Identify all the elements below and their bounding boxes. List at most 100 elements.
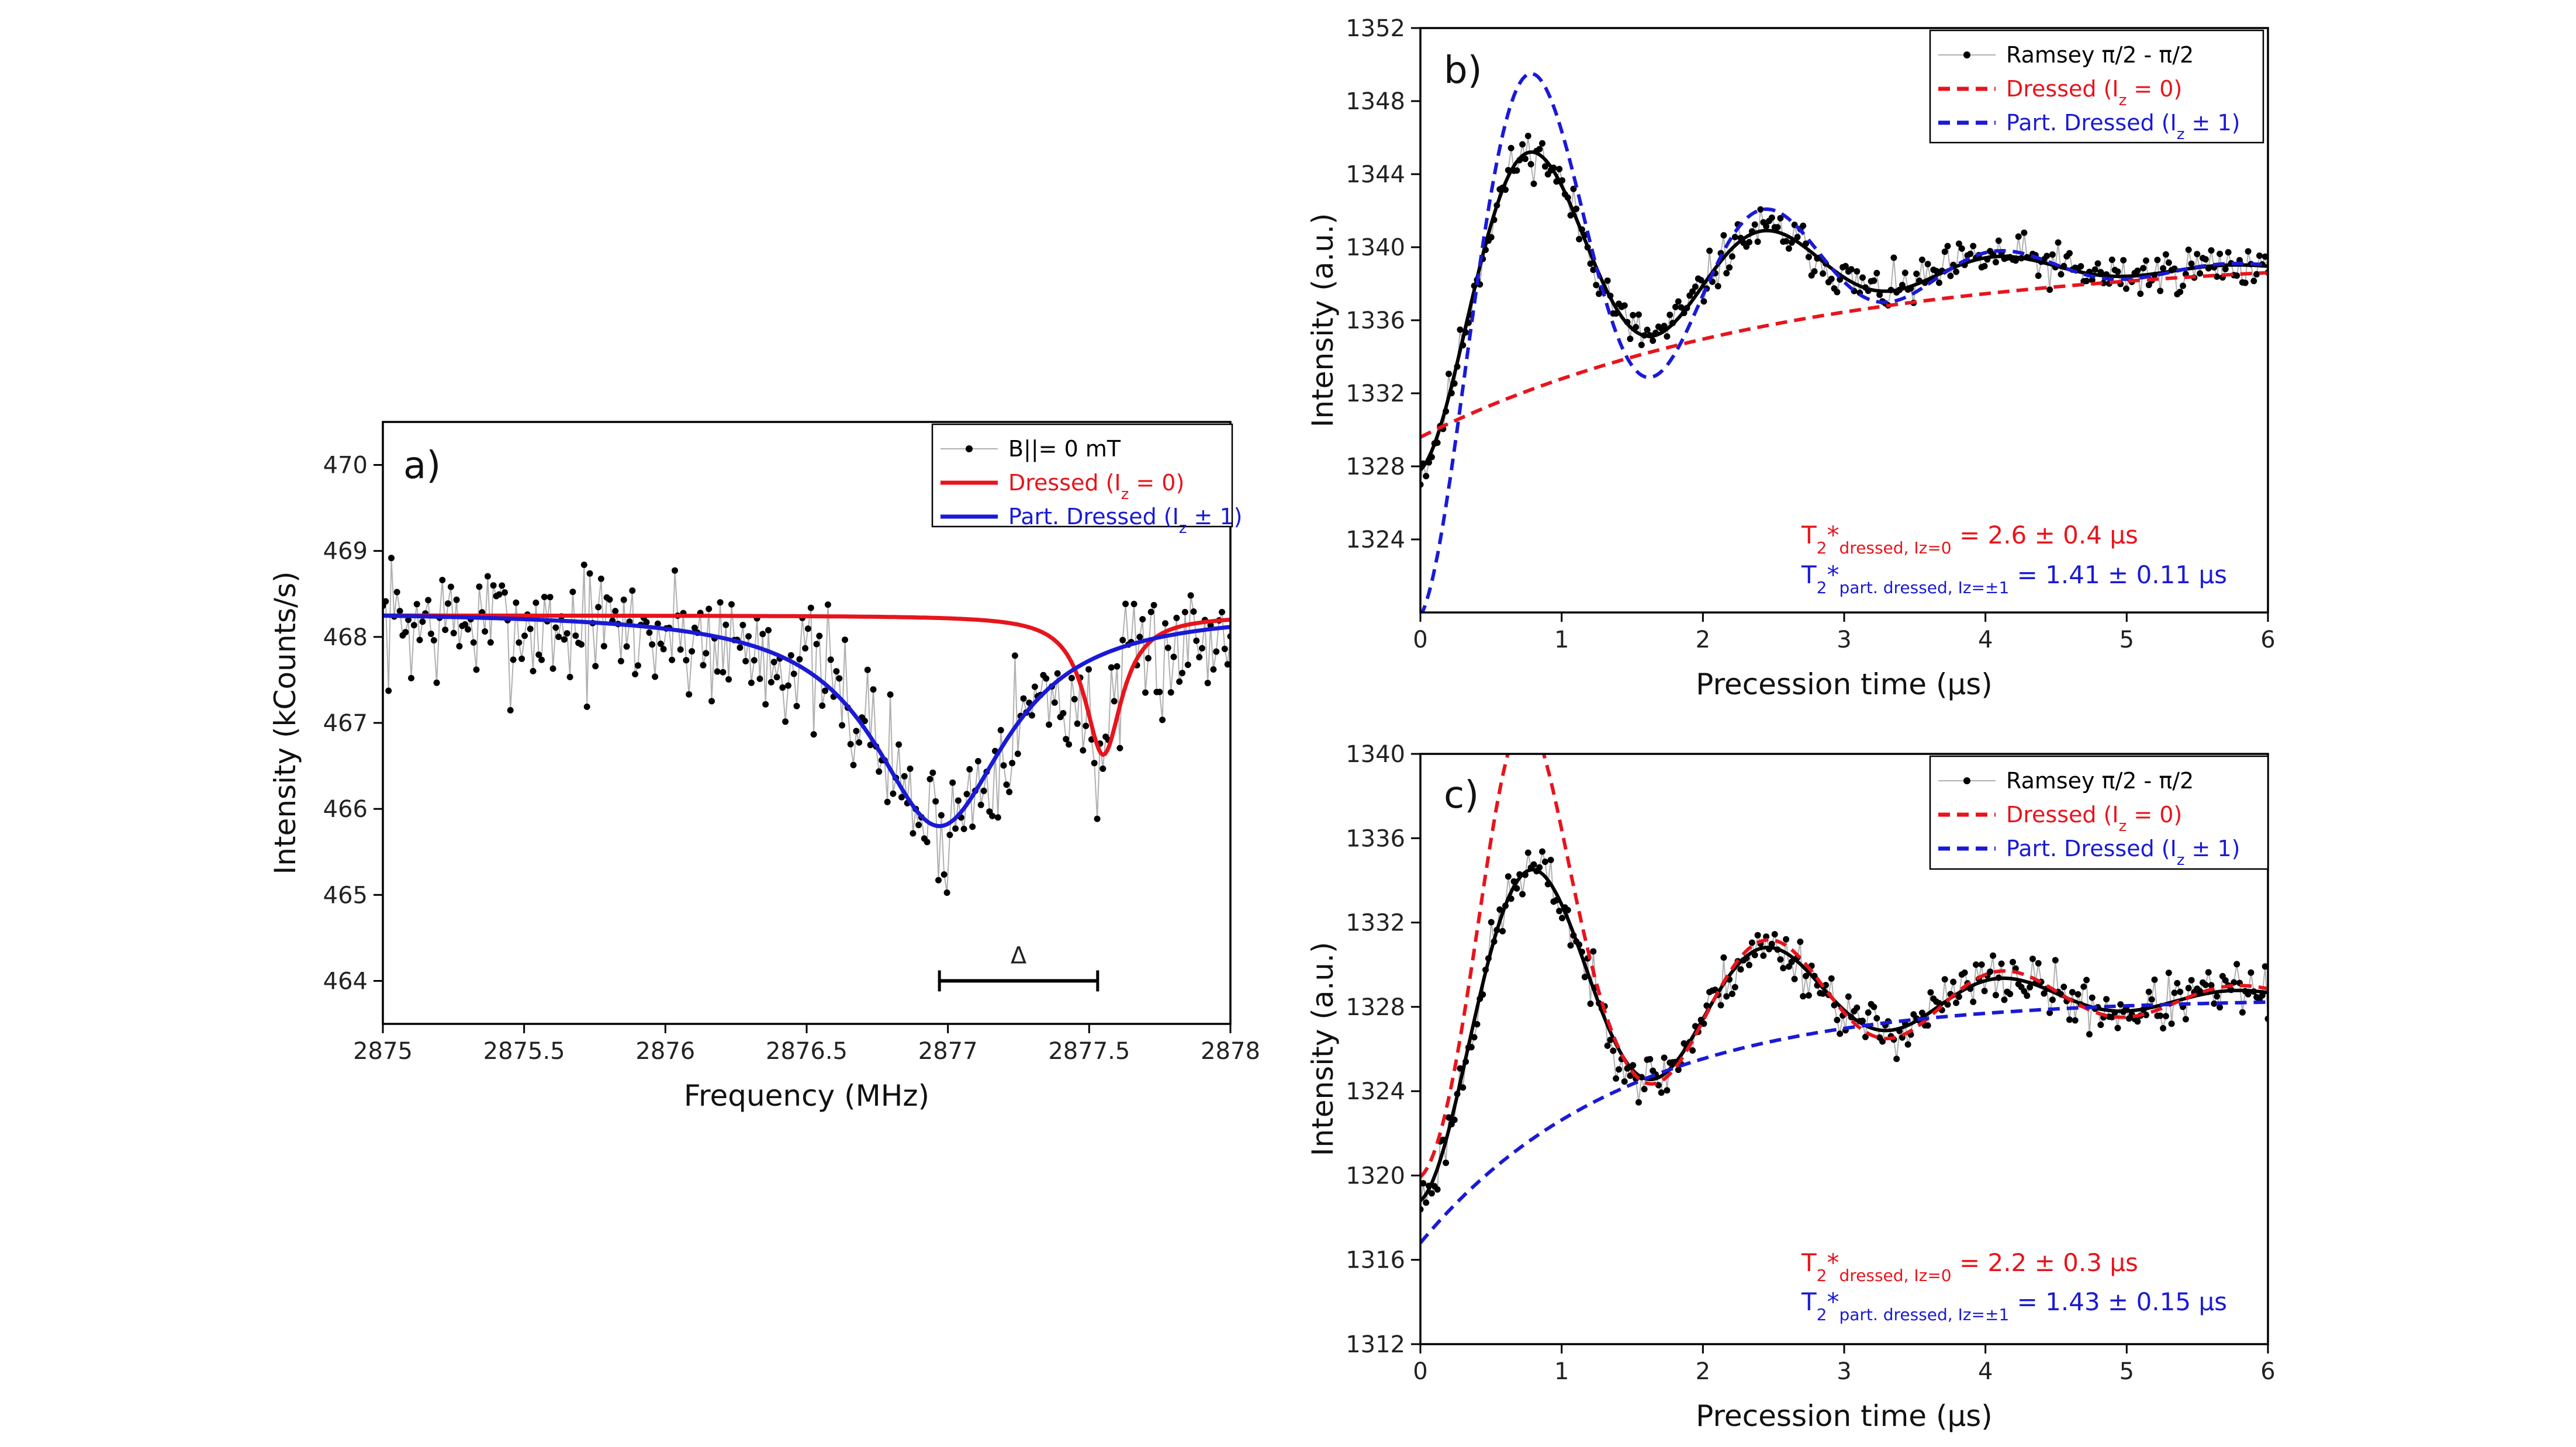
data-point (901, 773, 908, 780)
data-point (1803, 972, 1809, 979)
data-point (1063, 736, 1070, 743)
data-point (1737, 966, 1744, 973)
panel-a: 2875 2875.5 2876 2876.5 2877 2877.5 2878 464 465… (268, 421, 1260, 1113)
data-point (2069, 989, 2076, 996)
data-point (1658, 1089, 1665, 1096)
data-point (2214, 993, 2221, 1000)
data-point (2134, 267, 2141, 274)
data-point (1890, 254, 1897, 261)
data-point (1865, 1009, 1872, 1016)
series-curve-dressed-iz-0- (383, 613, 1230, 757)
data-point (1488, 919, 1495, 926)
data-point (606, 596, 613, 603)
y-tick-label: 1340 (1346, 234, 1405, 261)
data-point (1848, 266, 1855, 273)
data-point (1567, 212, 1574, 219)
data-point (1567, 942, 1574, 949)
data-point (643, 619, 650, 626)
data-point (1630, 311, 1637, 319)
data-point (2049, 251, 2056, 258)
data-point (1950, 978, 1957, 985)
delta-label: Δ (1011, 942, 1027, 969)
data-point (1995, 237, 2002, 244)
data-point (623, 643, 630, 650)
data-point (932, 798, 939, 805)
data-point (592, 663, 599, 670)
data-point (2080, 983, 2087, 990)
data-point (2245, 248, 2252, 255)
data-point (1862, 1033, 1869, 1040)
data-point (433, 679, 440, 686)
data-point (1664, 333, 1671, 340)
data-point (1539, 140, 1545, 147)
data-point (804, 625, 811, 632)
y-tick-label: 1348 (1346, 88, 1405, 115)
data-point (2114, 268, 2121, 275)
data-point (566, 674, 573, 680)
data-point (1800, 222, 1807, 229)
y-tick-label: 1332 (1346, 910, 1405, 937)
data-point (2217, 1004, 2224, 1011)
data-point (1604, 1042, 1611, 1049)
data-point (966, 766, 973, 773)
data-point (453, 596, 460, 603)
y-tick-label: 1312 (1346, 1331, 1405, 1358)
data-point (2177, 289, 2184, 295)
data-point (1924, 1022, 1931, 1029)
data-point (1099, 765, 1107, 772)
data-point (413, 601, 420, 608)
data-point (1541, 858, 1548, 866)
data-point (1828, 975, 1835, 982)
data-point (1785, 963, 1792, 970)
data-point (1820, 270, 1827, 277)
data-point (924, 839, 931, 846)
data-point (1513, 167, 1520, 174)
data-point (1666, 311, 1673, 319)
data-point (1434, 1186, 1441, 1193)
data-point (1768, 214, 1775, 221)
data-point (1420, 1180, 1427, 1187)
data-point (1927, 989, 1934, 996)
data-point (1111, 698, 1118, 705)
data-point (408, 674, 414, 681)
data-point (535, 651, 542, 658)
data-point (708, 698, 715, 705)
data-point (1029, 712, 1035, 719)
data-point (1519, 141, 1526, 148)
data-point (773, 674, 780, 681)
data-point (2035, 960, 2042, 967)
x-axis-title: Frequency (MHz) (684, 1079, 929, 1113)
data-point (2205, 969, 2212, 976)
data-point (1108, 664, 1115, 671)
data-point (597, 575, 604, 582)
data-point (2245, 991, 2252, 998)
legend-entry-label: Ramsey π/2 - π/2 (2006, 42, 2194, 68)
data-point (1845, 993, 1852, 1000)
data-point (1014, 750, 1021, 757)
data-point (989, 812, 996, 819)
data-point (652, 673, 659, 680)
data-point (1193, 637, 1200, 644)
plot-frame (1419, 753, 2269, 1345)
data-point (1661, 323, 1668, 330)
data-point (1990, 952, 1997, 959)
data-point (1130, 601, 1137, 607)
x-tick-label: 4 (1978, 626, 1993, 653)
data-point (1170, 653, 1177, 660)
data-point (450, 629, 457, 636)
data-point (1122, 600, 1129, 607)
data-point (2137, 290, 2144, 297)
data-point (2180, 282, 2186, 289)
data-point (839, 722, 846, 729)
data-point (1428, 1190, 1435, 1197)
data-point (393, 589, 400, 596)
data-point (1953, 999, 1960, 1006)
data-point (1541, 163, 1548, 170)
data-point (683, 657, 690, 664)
data-point (842, 636, 848, 643)
legend-swatch-marker (1963, 777, 1970, 784)
data-point (1150, 602, 1157, 608)
plot-area (1420, 754, 2268, 1244)
data-point (793, 702, 800, 709)
